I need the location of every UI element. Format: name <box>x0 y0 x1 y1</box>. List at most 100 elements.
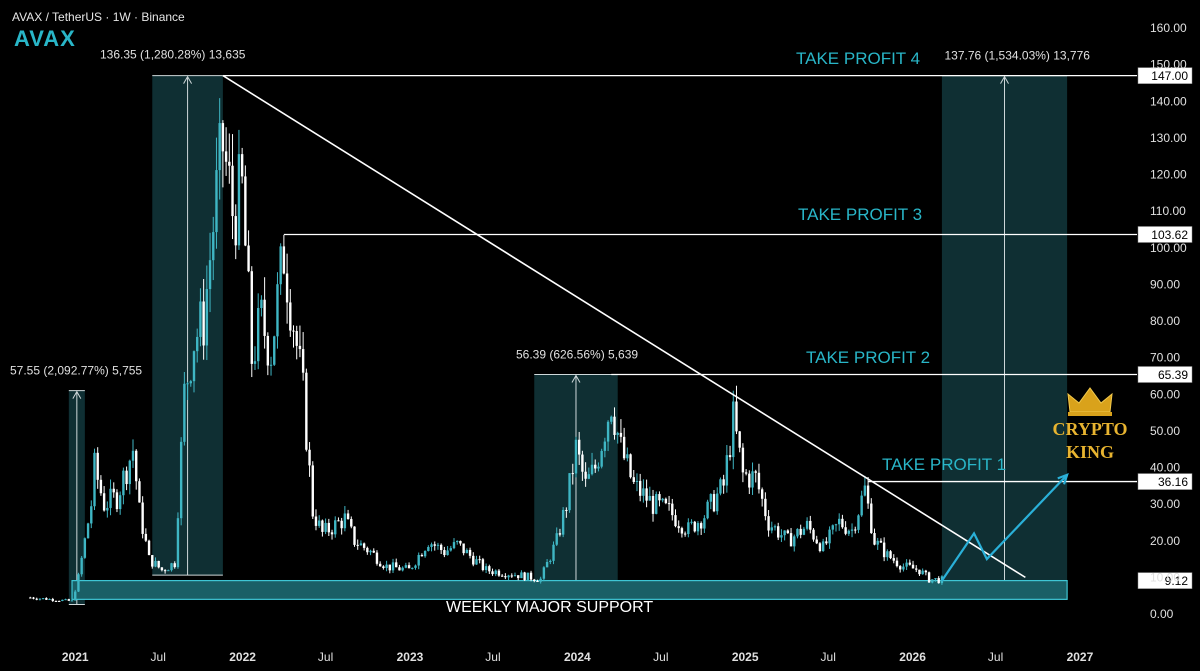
candle-body <box>523 572 526 581</box>
candle-body <box>475 559 478 565</box>
y-tick-label: 130.00 <box>1150 131 1187 145</box>
candle-body <box>667 503 671 505</box>
y-tick-label: 20.00 <box>1150 534 1180 548</box>
level-label-2: TAKE PROFIT 3 <box>798 205 922 224</box>
candle-body <box>860 495 863 516</box>
candle-body <box>343 513 347 529</box>
candle-body <box>886 551 889 558</box>
candle-body <box>170 563 173 571</box>
watermark-logo: CRYPTO KING <box>1052 387 1128 462</box>
candle-body <box>128 460 132 485</box>
candle-body <box>760 489 764 499</box>
candle-body <box>558 533 562 535</box>
candle-body <box>873 533 876 545</box>
x-tick-label: 2025 <box>732 650 759 664</box>
candle-body <box>680 528 684 534</box>
candle-body <box>54 600 58 602</box>
candle-body <box>677 526 680 529</box>
candle-body <box>895 560 899 567</box>
candle-body <box>350 519 353 527</box>
support-label: WEEKLY MAJOR SUPPORT <box>446 599 653 616</box>
candle-body <box>80 557 83 575</box>
candle-body <box>815 539 818 544</box>
candle-body <box>786 530 790 534</box>
measure-arrowhead-1 <box>72 390 82 399</box>
candle-body <box>902 566 905 570</box>
level-label-3: TAKE PROFIT 2 <box>806 348 930 367</box>
candle-body <box>606 421 610 442</box>
candle-body <box>446 550 449 556</box>
candle-body <box>478 559 481 561</box>
candle-body <box>594 464 597 469</box>
candle-body <box>282 246 286 274</box>
candle-body <box>773 526 777 528</box>
candle-body <box>250 271 253 364</box>
candle-body <box>231 165 234 217</box>
candle-body <box>340 520 343 529</box>
candle-body <box>696 523 700 532</box>
candle-body <box>359 543 363 546</box>
candle-body <box>356 544 359 546</box>
candle-body <box>770 527 773 531</box>
candle-body <box>221 123 225 152</box>
candle-body <box>687 522 690 535</box>
y-tick-label: 60.00 <box>1150 387 1180 401</box>
candle-body <box>102 493 106 511</box>
candle-body <box>385 564 388 569</box>
candle-body <box>488 566 491 572</box>
candle-body <box>285 273 289 303</box>
candle-body <box>549 560 552 562</box>
x-tick-label: 2024 <box>564 650 591 664</box>
candle-body <box>215 170 218 233</box>
candle-body <box>334 520 337 535</box>
y-tick-label: 90.00 <box>1150 277 1180 291</box>
y-tick-label: 0.00 <box>1150 607 1174 621</box>
y-tick-label: 40.00 <box>1150 461 1180 475</box>
candle-body <box>122 470 125 496</box>
watermark-line1: CRYPTO <box>1052 419 1127 439</box>
candle-body <box>118 495 122 510</box>
candle-body <box>658 494 661 501</box>
candle-body <box>433 544 436 546</box>
candle-body <box>443 550 446 556</box>
watermark-line2: KING <box>1066 442 1114 462</box>
candle-body <box>366 547 369 553</box>
candle-body <box>542 567 546 579</box>
candle-body <box>99 479 103 494</box>
candle-body <box>260 299 263 309</box>
candle-body <box>857 515 860 530</box>
measure-arrowhead-4 <box>1000 75 1009 84</box>
level-tag-bg-2 <box>1137 226 1193 243</box>
candle-body <box>545 561 549 568</box>
candle-body <box>378 563 382 567</box>
candle-body <box>224 151 228 162</box>
candles <box>29 98 944 602</box>
candle-body <box>581 454 584 472</box>
candle-body <box>244 176 247 246</box>
candle-body <box>638 480 642 496</box>
candle-body <box>144 533 148 541</box>
candle-body <box>41 598 45 600</box>
candle-body <box>911 564 915 569</box>
candle-body <box>276 284 279 337</box>
candle-body <box>189 381 192 384</box>
measure-label-1: 57.55 (2,092.77%) 5,755 <box>10 364 142 378</box>
candle-body <box>163 570 167 572</box>
measure-label-3: 56.39 (626.56%) 5,639 <box>516 348 638 362</box>
candle-body <box>240 154 244 177</box>
support-band: WEEKLY MAJOR SUPPORT <box>71 579 1068 616</box>
candle-body <box>472 555 475 565</box>
support-rect <box>71 579 1068 600</box>
candle-body <box>577 439 581 455</box>
candle-body <box>311 465 314 517</box>
candle-body <box>462 543 465 554</box>
projection-path <box>941 474 1068 582</box>
candle-body <box>744 472 748 474</box>
candle-body <box>301 349 305 373</box>
candle-body <box>131 450 135 461</box>
candle-body <box>937 578 940 584</box>
candle-body <box>850 529 854 531</box>
level-tag-3: 65.39 <box>1158 368 1188 382</box>
candle-body <box>934 578 937 580</box>
